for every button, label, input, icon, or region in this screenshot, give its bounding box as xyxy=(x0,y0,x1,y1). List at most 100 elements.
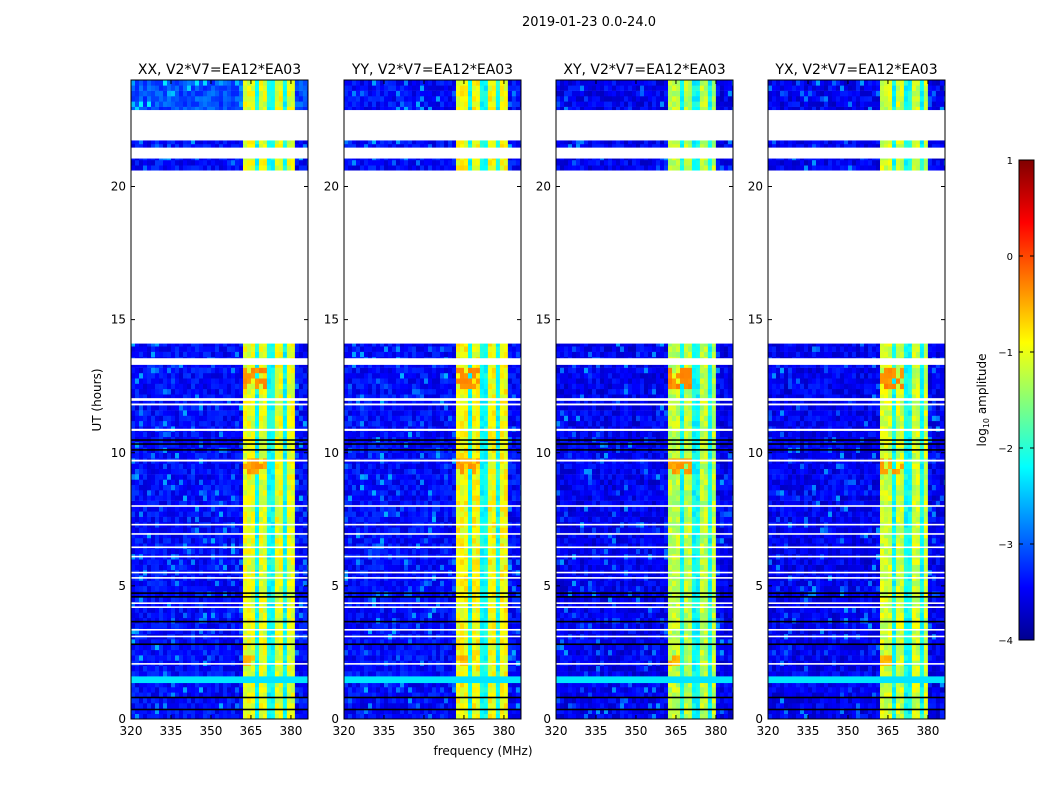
heatmap-cell xyxy=(286,708,292,714)
heatmap-cell xyxy=(151,681,156,688)
heatmap-cell xyxy=(147,655,152,661)
heatmap-cell xyxy=(207,532,212,539)
heatmap-cell xyxy=(270,490,276,496)
heatmap-cell xyxy=(302,655,308,661)
heatmap-cell xyxy=(179,452,184,459)
heatmap-cell xyxy=(167,143,172,150)
heatmap-cell xyxy=(227,362,232,368)
heatmap-cell xyxy=(151,511,156,517)
heatmap-cell xyxy=(219,362,224,368)
heatmap-cell xyxy=(203,543,208,549)
heatmap-cell xyxy=(282,708,288,714)
heatmap-cell xyxy=(266,687,272,693)
heatmap-cell xyxy=(207,713,212,720)
heatmap-cell xyxy=(266,665,272,672)
heatmap-cell xyxy=(203,516,208,523)
heatmap-cell xyxy=(263,479,268,485)
heatmap-cell xyxy=(143,601,148,608)
heatmap-cell xyxy=(167,506,172,512)
heatmap-cell xyxy=(227,404,232,411)
heatmap-cell xyxy=(263,484,268,491)
heatmap-cell xyxy=(135,596,140,603)
heatmap-cell xyxy=(151,420,156,427)
heatmap-cell xyxy=(183,431,188,438)
heatmap-cell xyxy=(143,399,148,406)
heatmap-cell xyxy=(211,612,216,619)
heatmap-cell xyxy=(263,452,268,459)
heatmap-cell xyxy=(239,601,244,608)
heatmap-cell xyxy=(215,420,220,427)
heatmap-cell xyxy=(199,596,204,603)
heatmap-cell xyxy=(199,543,204,549)
heatmap-cell xyxy=(255,713,260,720)
heatmap-cell xyxy=(231,506,236,512)
heatmap-cell xyxy=(227,463,232,469)
heatmap-cell xyxy=(171,612,176,619)
heatmap-cell xyxy=(255,628,260,635)
heatmap-cell xyxy=(223,543,228,549)
heatmap-cell xyxy=(270,649,276,656)
heatmap-cell xyxy=(251,399,256,406)
heatmap-cell xyxy=(270,367,276,374)
heatmap-cell xyxy=(175,708,180,714)
heatmap-cell xyxy=(223,585,228,592)
heatmap-cell xyxy=(187,537,192,544)
heatmap-cell xyxy=(302,516,308,523)
heatmap-cell xyxy=(139,415,144,422)
heatmap-cell xyxy=(223,463,228,469)
heatmap-cell xyxy=(171,601,176,608)
heatmap-cell xyxy=(179,404,184,411)
heatmap-cell xyxy=(155,506,160,512)
heatmap-cell xyxy=(278,138,284,145)
heatmap-cell xyxy=(199,468,204,475)
heatmap-cell xyxy=(199,362,204,368)
heatmap-cell xyxy=(171,559,176,565)
heatmap-cell xyxy=(227,665,232,672)
heatmap-cell xyxy=(219,713,224,720)
heatmap-cell xyxy=(191,649,196,656)
heatmap-cell xyxy=(274,681,280,688)
heatmap-cell xyxy=(211,388,216,395)
heatmap-cell xyxy=(135,474,140,480)
heatmap-cell xyxy=(215,383,220,390)
heatmap-cell xyxy=(151,516,156,523)
heatmap-cell xyxy=(223,644,228,651)
heatmap-cell xyxy=(274,479,280,485)
heatmap-cell xyxy=(298,468,304,475)
heatmap-cell xyxy=(143,484,148,491)
heatmap-cell xyxy=(243,655,248,661)
heatmap-cell xyxy=(183,537,188,544)
heatmap-cell xyxy=(143,703,148,709)
heatmap-cell xyxy=(278,372,284,379)
heatmap-cell xyxy=(227,351,232,358)
heatmap-cell xyxy=(282,665,288,672)
heatmap-cell xyxy=(143,468,148,475)
heatmap-cell xyxy=(187,687,192,693)
heatmap-cell xyxy=(247,607,252,613)
heatmap-cell xyxy=(207,372,212,379)
heatmap-cell xyxy=(239,484,244,491)
heatmap-cell xyxy=(243,596,248,603)
heatmap-cell xyxy=(155,468,160,475)
heatmap-cell xyxy=(294,468,300,475)
heatmap-cell xyxy=(274,159,280,166)
heatmap-cell xyxy=(282,340,288,347)
heatmap-cell xyxy=(147,607,152,613)
heatmap-cell xyxy=(195,607,200,613)
heatmap-cell xyxy=(147,351,152,358)
heatmap-cell xyxy=(227,138,232,145)
heatmap-cell xyxy=(183,703,188,709)
heatmap-cell xyxy=(247,394,252,400)
heatmap-cell xyxy=(263,617,268,624)
heatmap-cell xyxy=(163,623,168,629)
heatmap-cell xyxy=(294,671,300,677)
heatmap-cell xyxy=(266,346,272,352)
heatmap-cell xyxy=(211,671,216,677)
heatmap-cell xyxy=(251,628,256,635)
heatmap-cell xyxy=(223,580,228,587)
heatmap-cell xyxy=(151,623,156,629)
heatmap-cell xyxy=(282,452,288,459)
heatmap-cell xyxy=(302,431,308,438)
heatmap-cell xyxy=(290,596,296,603)
heatmap-cell xyxy=(159,687,164,693)
